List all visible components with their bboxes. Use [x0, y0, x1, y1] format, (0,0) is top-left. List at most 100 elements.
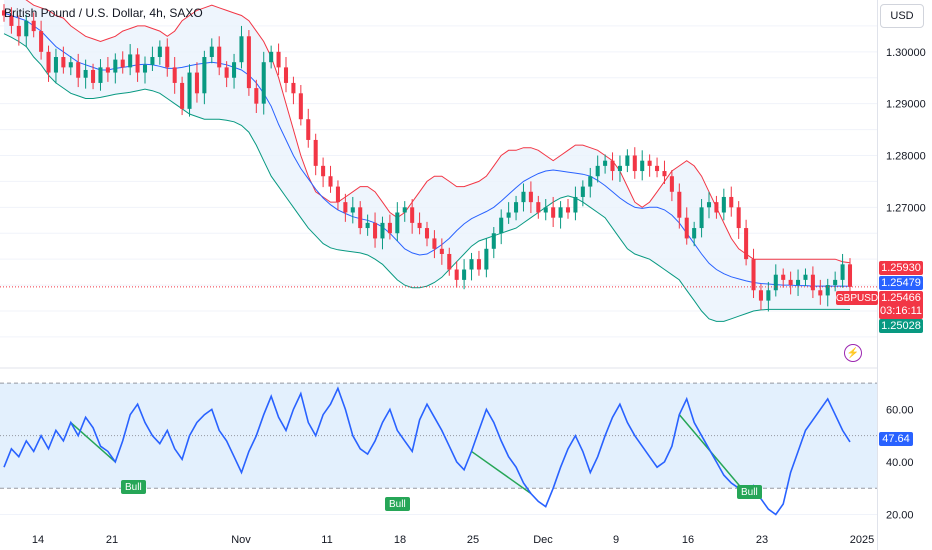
rsi-pane[interactable]: [0, 367, 877, 516]
price-tick-label: 1.30000: [886, 47, 926, 59]
candle-body: [840, 264, 845, 280]
candle-body: [76, 62, 81, 78]
candle-body: [640, 160, 645, 172]
candle-body: [53, 57, 58, 73]
candle-body: [484, 248, 489, 270]
rsi-tick-label: 40.00: [886, 457, 914, 469]
rsi-tick-label: 60.00: [886, 404, 914, 416]
candle-body: [766, 290, 771, 301]
candle-body: [387, 222, 392, 234]
candle-body: [810, 274, 815, 291]
candle-body: [1, 10, 7, 16]
candle-body: [180, 82, 185, 109]
candle-body: [551, 207, 556, 218]
candle-body: [506, 212, 511, 218]
candle-body: [269, 51, 274, 63]
candle-body: [91, 69, 96, 83]
candle-body: [83, 69, 88, 78]
basis-tag: 1.25479: [879, 276, 923, 290]
candles[interactable]: [1, 4, 853, 312]
time-tick-label: 25: [467, 534, 479, 546]
candle-body: [744, 228, 749, 260]
time-tick-label: 21: [106, 534, 118, 546]
time-tick-label: Dec: [533, 534, 553, 546]
candle-body: [417, 222, 422, 229]
time-tick-label: 16: [682, 534, 694, 546]
candle-body: [706, 202, 712, 208]
candle-body: [595, 165, 600, 177]
lower-band-tag: 1.25028: [879, 319, 923, 333]
candle-body: [187, 72, 192, 109]
upper-band-tag: 1.25930: [879, 261, 923, 275]
candle-body: [239, 36, 244, 63]
candle-body: [528, 191, 533, 203]
candle-body: [632, 155, 637, 172]
candle-body: [113, 59, 118, 73]
candle-body: [499, 217, 504, 234]
price-scale-border: [877, 0, 878, 550]
bull-divergence-label[interactable]: Bull: [121, 480, 146, 494]
candle-body: [521, 191, 526, 203]
currency-button[interactable]: USD: [880, 4, 924, 28]
candle-body: [677, 191, 682, 218]
candle-body: [328, 176, 333, 187]
candle-body: [543, 207, 548, 213]
candle-body: [120, 59, 125, 68]
candle-body: [788, 279, 793, 286]
candle-body: [476, 259, 481, 270]
candle-body: [373, 222, 378, 239]
candle-body: [298, 93, 303, 120]
candle-body: [580, 186, 585, 197]
time-axis[interactable]: 14 21 Nov 11 18 25 Dec 9 16 23 2025: [32, 534, 874, 546]
candle-body: [603, 160, 608, 166]
candle-body: [395, 212, 400, 234]
rsi-tick-label: 20.00: [886, 509, 914, 521]
time-tick-label: 9: [613, 534, 619, 546]
lightning-icon[interactable]: ⚡: [844, 344, 862, 362]
candle-body: [9, 15, 14, 26]
time-tick-label: 18: [394, 534, 406, 546]
candle-body: [157, 46, 162, 58]
candle-body: [246, 36, 251, 89]
chart-title: British Pound / U.S. Dollar, 4h, SAXO: [4, 6, 203, 20]
candle-body: [224, 67, 229, 78]
price-tick-label: 1.27000: [886, 202, 926, 214]
candle-body: [625, 155, 630, 166]
candle-body: [847, 264, 853, 287]
candle-body: [276, 51, 281, 68]
candle-body: [31, 20, 36, 32]
price-tick-label: 1.29000: [886, 99, 926, 111]
bull-divergence-label[interactable]: Bull: [385, 497, 410, 511]
candle-body: [410, 207, 415, 223]
candle-body: [128, 54, 133, 68]
candle-body: [439, 248, 444, 254]
candle-body: [536, 202, 541, 213]
candle-body: [692, 228, 697, 239]
candle-body: [655, 165, 660, 172]
bull-divergence-line: [70, 421, 116, 463]
candle-body: [610, 160, 615, 172]
candle-body: [758, 290, 763, 301]
time-tick-label: 14: [32, 534, 44, 546]
candle-body: [751, 259, 756, 291]
candle-body: [380, 222, 385, 239]
bull-divergence-label[interactable]: Bull: [737, 485, 762, 499]
candle-body: [39, 31, 44, 52]
bollinger-band-fill: [4, 0, 850, 322]
rsi-axis[interactable]: 60.00 40.00 20.00: [886, 404, 914, 521]
candle-body: [291, 82, 296, 94]
candle-body: [781, 274, 786, 280]
candle-body: [61, 57, 66, 68]
price-axis[interactable]: 1.30000 1.29000 1.28000 1.27000: [886, 47, 926, 214]
candle-body: [736, 207, 741, 229]
candle-body: [833, 279, 838, 286]
candle-body: [209, 46, 214, 58]
candle-body: [150, 57, 155, 65]
candle-body: [617, 165, 622, 172]
last-price-value: 1.25466: [881, 292, 921, 304]
candle-body: [335, 186, 340, 203]
bar-countdown: 03:16:11: [879, 305, 922, 317]
main-pane[interactable]: [0, 0, 877, 338]
bull-divergence-line: [471, 450, 532, 495]
